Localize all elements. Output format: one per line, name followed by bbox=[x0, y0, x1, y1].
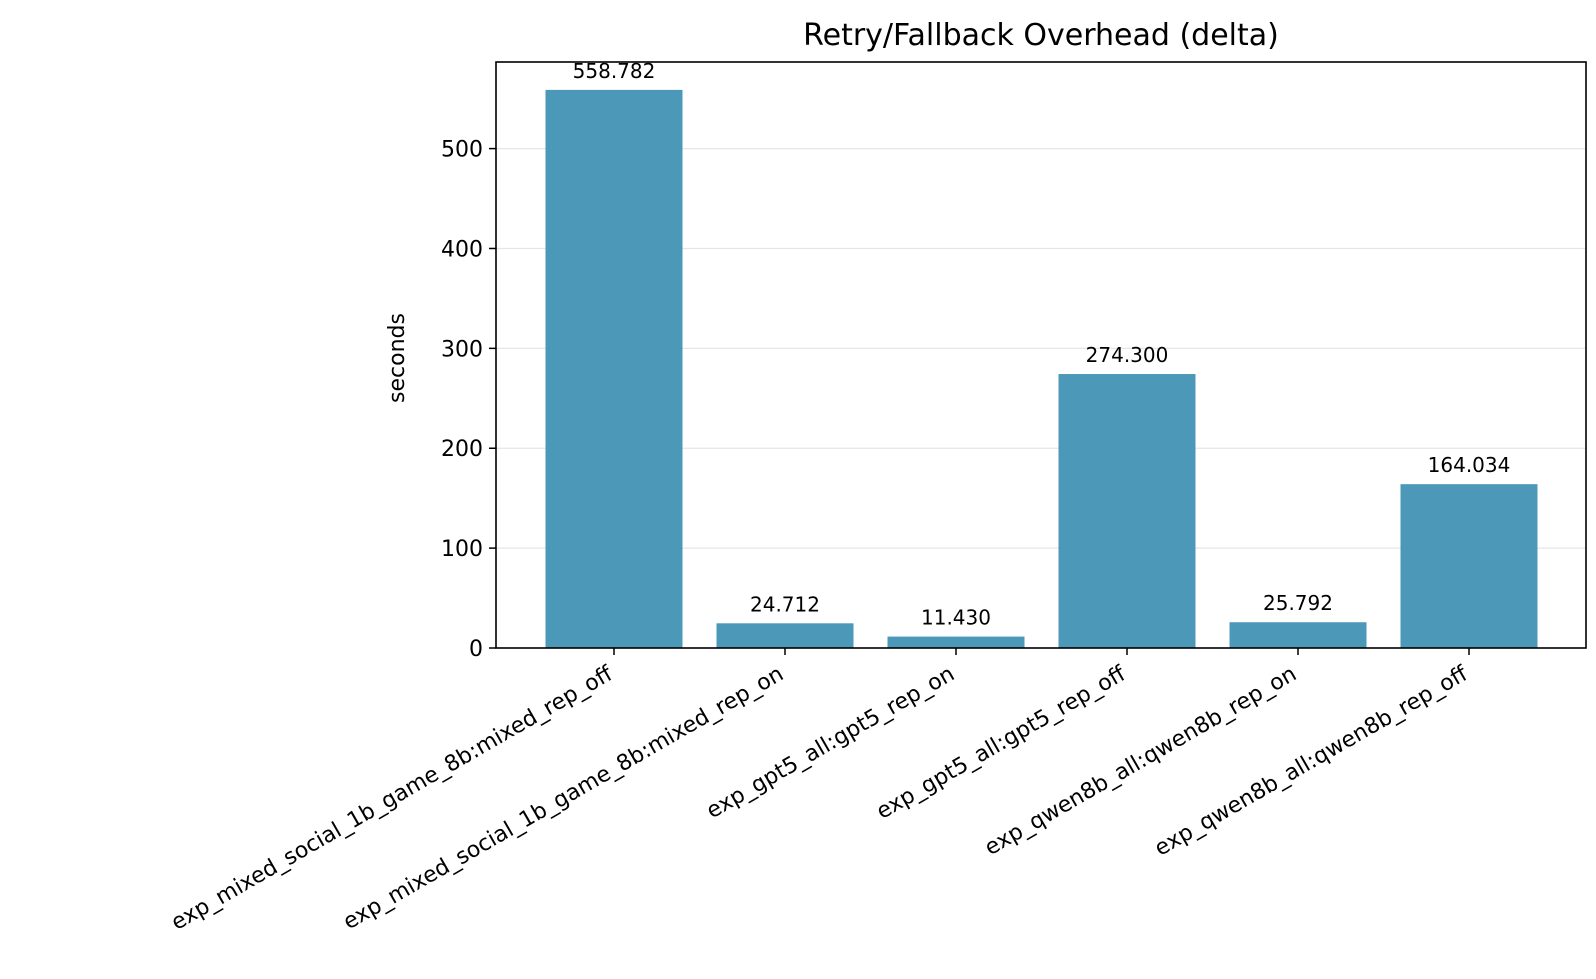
bar-value-labels: 558.782 24.712 11.430 274.300 25.792 164.034 bbox=[573, 59, 1511, 630]
chart-title: Retry/Fallback Overhead (delta) bbox=[803, 18, 1279, 53]
bar-value-label: 24.712 bbox=[750, 592, 820, 616]
bar-value-label: 25.792 bbox=[1263, 591, 1333, 615]
bar-value-label: 164.034 bbox=[1428, 453, 1511, 477]
y-tick-label: 200 bbox=[441, 437, 483, 462]
bar-value-label: 11.430 bbox=[921, 606, 991, 630]
y-tick-label: 100 bbox=[441, 537, 483, 562]
bars bbox=[545, 89, 1538, 648]
bar bbox=[1400, 484, 1538, 648]
y-tick-label: 300 bbox=[441, 337, 483, 362]
y-axis-label: seconds bbox=[385, 313, 410, 403]
bar-value-label: 558.782 bbox=[573, 59, 656, 83]
bar bbox=[1058, 374, 1196, 648]
bar bbox=[716, 623, 854, 648]
y-tick-label: 500 bbox=[441, 138, 483, 163]
y-axis-ticks: 0 100 200 300 400 500 bbox=[441, 138, 496, 662]
x-tick-label: exp_qwen8b_all:qwen8b_rep_off bbox=[1151, 661, 1473, 861]
bar bbox=[1229, 622, 1367, 648]
y-tick-label: 0 bbox=[469, 637, 483, 662]
x-axis-ticks: exp_mixed_social_1b_game_8b:mixed_rep_of… bbox=[167, 648, 1473, 936]
bar bbox=[545, 89, 683, 648]
x-tick-label: exp_qwen8b_all:qwen8b_rep_on bbox=[981, 662, 1301, 861]
bar-value-label: 274.300 bbox=[1086, 343, 1169, 367]
y-tick-label: 400 bbox=[441, 237, 483, 262]
bar bbox=[887, 636, 1025, 648]
plot-frame bbox=[495, 61, 1587, 649]
